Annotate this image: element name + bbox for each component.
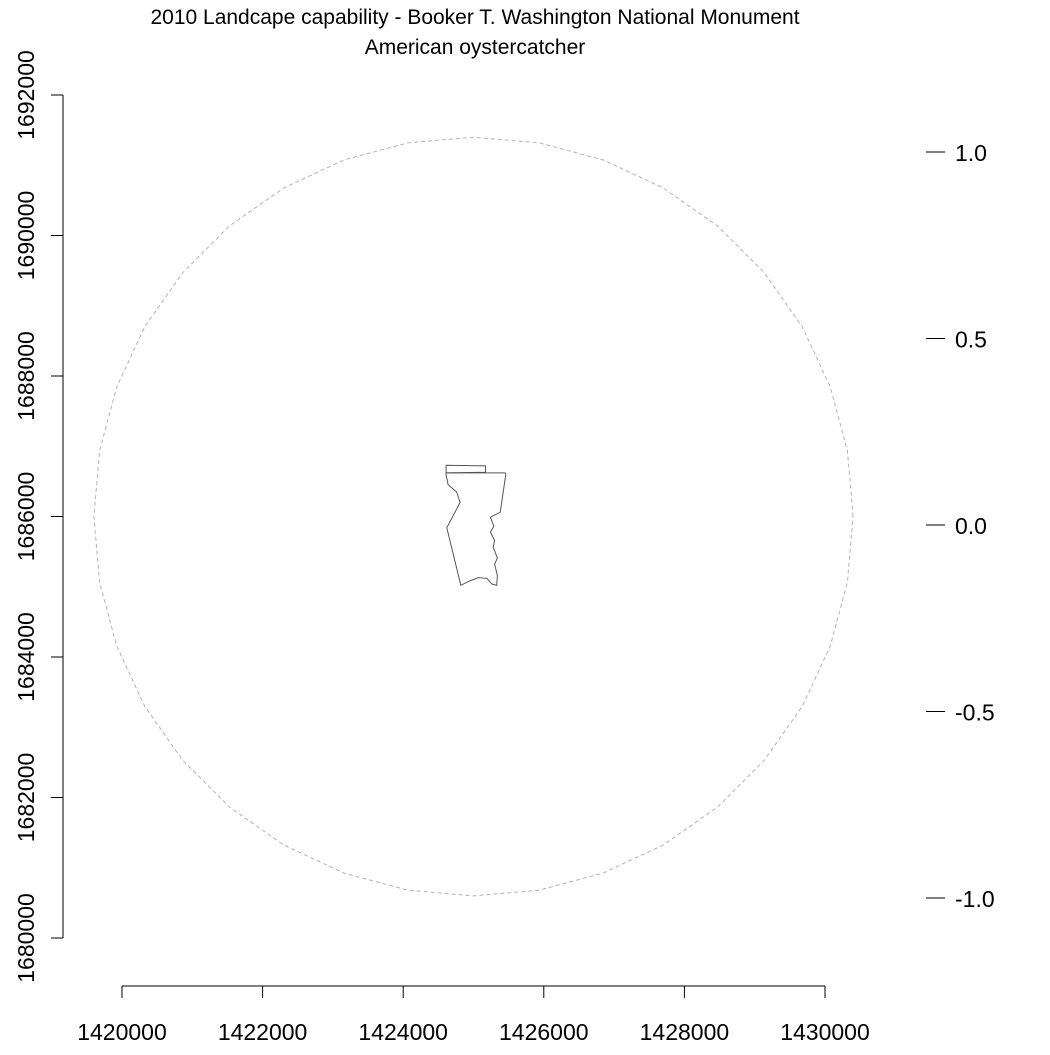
x-axis-tick-label: 1420000 xyxy=(77,1019,167,1045)
y-axis-tick-label: 1692000 xyxy=(13,50,39,140)
y-axis: 1680000 1682000 1684000 1686000 1688000 16900… xyxy=(13,50,64,983)
x-axis-tick-label: 1424000 xyxy=(358,1019,448,1045)
buffer-circle-outline xyxy=(93,136,854,897)
legend-scale-tick-label: -1.0 xyxy=(955,886,995,912)
map-title: 2010 Landcape capability - Booker T. Was… xyxy=(150,6,800,29)
legend-scale-tick-label: 0.0 xyxy=(955,513,987,539)
legend-scale-tick-label: 0.5 xyxy=(955,327,987,353)
x-axis: 1420000 1422000 1424000 1426000 1428000 14300… xyxy=(77,985,870,1045)
park-boundary-strip xyxy=(445,464,486,474)
x-axis-tick-label: 1428000 xyxy=(640,1019,730,1045)
legend-scale: 1.0 0.5 0.0 -0.5 -1.0 xyxy=(926,140,995,912)
legend-scale-tick-label: 1.0 xyxy=(955,140,987,166)
park-boundary-main xyxy=(445,472,507,587)
y-axis-tick-label: 1688000 xyxy=(13,331,39,421)
park-boundary-layer xyxy=(445,464,507,587)
buffer-circle-layer xyxy=(93,136,854,897)
x-axis-tick-label: 1426000 xyxy=(499,1019,589,1045)
x-axis-tick-label: 1430000 xyxy=(780,1019,870,1045)
map-subtitle: American oystercatcher xyxy=(364,36,586,59)
y-axis-tick-label: 1690000 xyxy=(13,191,39,281)
y-axis-tick-label: 1680000 xyxy=(13,893,39,983)
x-axis-tick-label: 1422000 xyxy=(218,1019,308,1045)
y-axis-tick-label: 1684000 xyxy=(13,612,39,702)
y-axis-tick-label: 1682000 xyxy=(13,753,39,843)
y-axis-tick-label: 1686000 xyxy=(13,472,39,562)
legend-scale-tick-label: -0.5 xyxy=(955,700,995,726)
